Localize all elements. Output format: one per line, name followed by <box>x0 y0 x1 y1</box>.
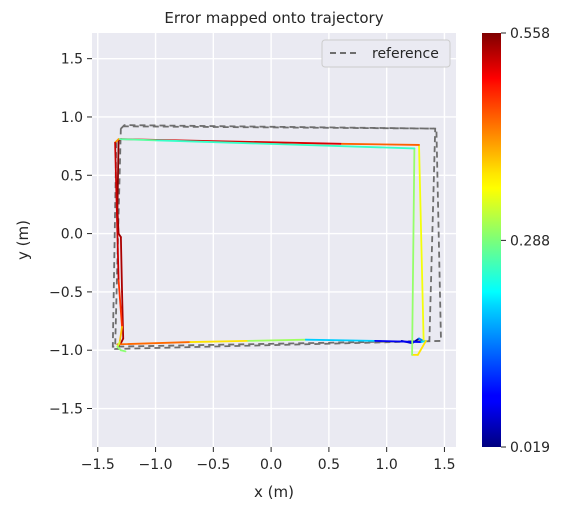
x-axis-label: x (m) <box>254 483 294 501</box>
y-tick-label: 0.0 <box>61 227 83 243</box>
x-tick-label: −0.5 <box>196 457 230 473</box>
y-tick-label: 0.5 <box>61 168 83 184</box>
trajectory-segment <box>247 338 307 342</box>
trajectory-segment <box>119 236 123 293</box>
trajectory-segment <box>339 142 420 146</box>
reference-path <box>111 124 442 350</box>
colorbar: 0.019 0.288 0.558 <box>482 26 550 456</box>
colorbar-tick-label: 0.288 <box>510 233 550 249</box>
x-tick-label: −1.5 <box>81 457 115 473</box>
trajectory-segment <box>416 339 427 356</box>
trajectory-segment <box>189 339 249 343</box>
colorbar-ticks: 0.019 0.288 0.558 <box>501 26 550 456</box>
y-tick-label: −0.5 <box>49 285 83 301</box>
legend-reference-label: reference <box>372 46 439 62</box>
trajectory-segment <box>374 339 423 343</box>
reference-layer <box>111 124 442 350</box>
trajectory-segment <box>154 139 416 150</box>
trajectory-segment <box>118 325 123 343</box>
trajectory-segment <box>418 144 425 342</box>
x-tick-label: 1.0 <box>376 457 398 473</box>
y-axis-ticks: −1.5 −1.0 −0.5 0.0 0.5 1.0 1.5 <box>49 52 92 418</box>
y-tick-label: 1.0 <box>61 110 83 126</box>
x-axis-ticks: −1.5 −1.0 −0.5 0.0 0.5 1.0 1.5 <box>81 447 456 473</box>
trajectory-segment <box>121 290 125 340</box>
x-tick-label: −1.0 <box>139 457 173 473</box>
trajectory-segment <box>119 349 127 353</box>
chart-title: Error mapped onto trajectory <box>164 9 383 27</box>
colorbar-tick-label: 0.558 <box>510 26 550 42</box>
trajectory-segment <box>116 341 192 346</box>
y-tick-label: −1.0 <box>49 343 83 359</box>
colorbar-gradient <box>482 33 501 447</box>
colorbar-tick-label: 0.019 <box>510 440 550 456</box>
trajectory-segment <box>117 279 123 328</box>
plot-area <box>92 33 456 447</box>
legend-box <box>321 39 451 68</box>
trajectory-segment <box>411 147 416 356</box>
trajectory-layer <box>114 138 427 356</box>
x-tick-label: 1.5 <box>433 457 455 473</box>
y-tick-label: −1.5 <box>49 402 83 418</box>
trajectory-segment <box>304 338 377 342</box>
legend: reference <box>321 39 451 68</box>
y-axis-label: y (m) <box>14 220 32 260</box>
y-tick-label: 1.5 <box>61 52 83 68</box>
x-tick-label: 0.5 <box>318 457 340 473</box>
trajectory-segment <box>114 141 120 282</box>
x-tick-label: 0.0 <box>260 457 282 473</box>
trajectory-segment <box>117 138 157 142</box>
trajectory-segment <box>116 139 120 212</box>
